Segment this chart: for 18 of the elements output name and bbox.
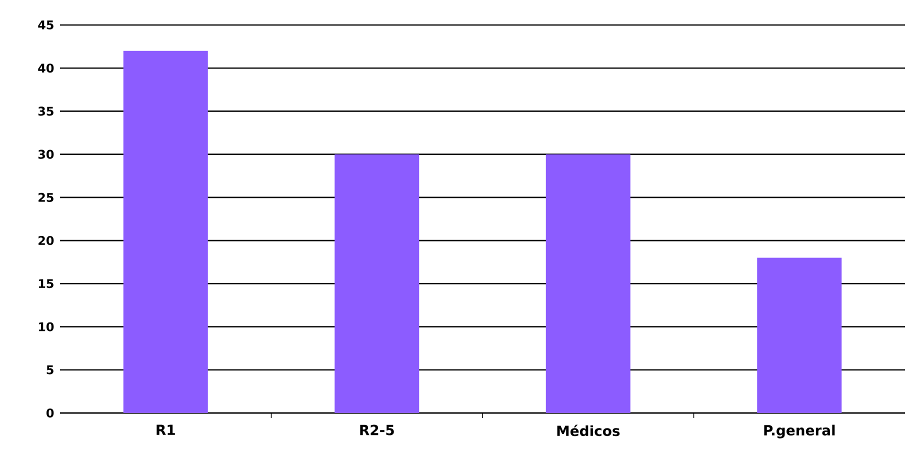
y-tick-label: 40 [38, 64, 54, 73]
y-tick-label: 10 [38, 322, 54, 332]
bar [334, 154, 420, 413]
y-tick-label: 25 [38, 192, 54, 202]
y-tick-label: 20 [38, 236, 54, 246]
y-tick-label: 5 [46, 365, 54, 374]
y-tick-label: 15 [38, 279, 54, 288]
x-tick-label: R1 [156, 424, 175, 435]
bar [757, 258, 842, 413]
x-tick-label: Médicos [557, 424, 620, 436]
y-tick-label: 0 [46, 408, 54, 418]
y-tick-label: 30 [38, 150, 54, 159]
y-tick-label: 35 [38, 106, 54, 116]
bar [123, 50, 208, 413]
x-tick-label: R2-5 [360, 424, 394, 436]
y-tick-label: 45 [38, 20, 54, 30]
x-tick-label: P.general [764, 424, 835, 438]
bar [546, 154, 630, 413]
